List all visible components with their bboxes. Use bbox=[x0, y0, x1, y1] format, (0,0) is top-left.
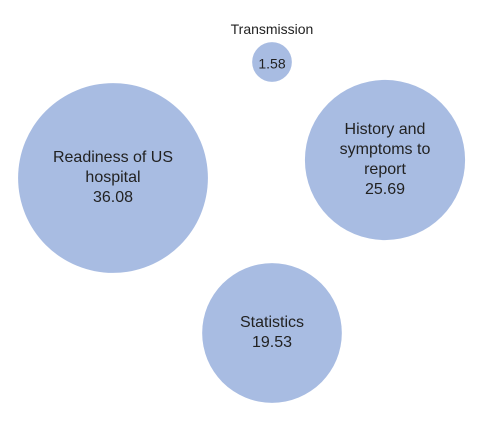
value-label: 25.69 bbox=[365, 181, 405, 198]
bubble bbox=[202, 263, 342, 403]
bubble bbox=[252, 42, 292, 82]
bubble-label: Statistics bbox=[240, 314, 304, 331]
bubble-label: Transmission bbox=[231, 21, 314, 37]
value-label: 19.53 bbox=[252, 334, 292, 351]
value-label: 1.58 bbox=[258, 56, 285, 72]
value-label: 36.08 bbox=[93, 189, 133, 206]
bubble-label: History and symptoms to report bbox=[340, 121, 431, 178]
bubble bbox=[18, 83, 208, 273]
bubble bbox=[304, 79, 466, 241]
bubble-label: Readiness of US hospital bbox=[53, 149, 173, 186]
